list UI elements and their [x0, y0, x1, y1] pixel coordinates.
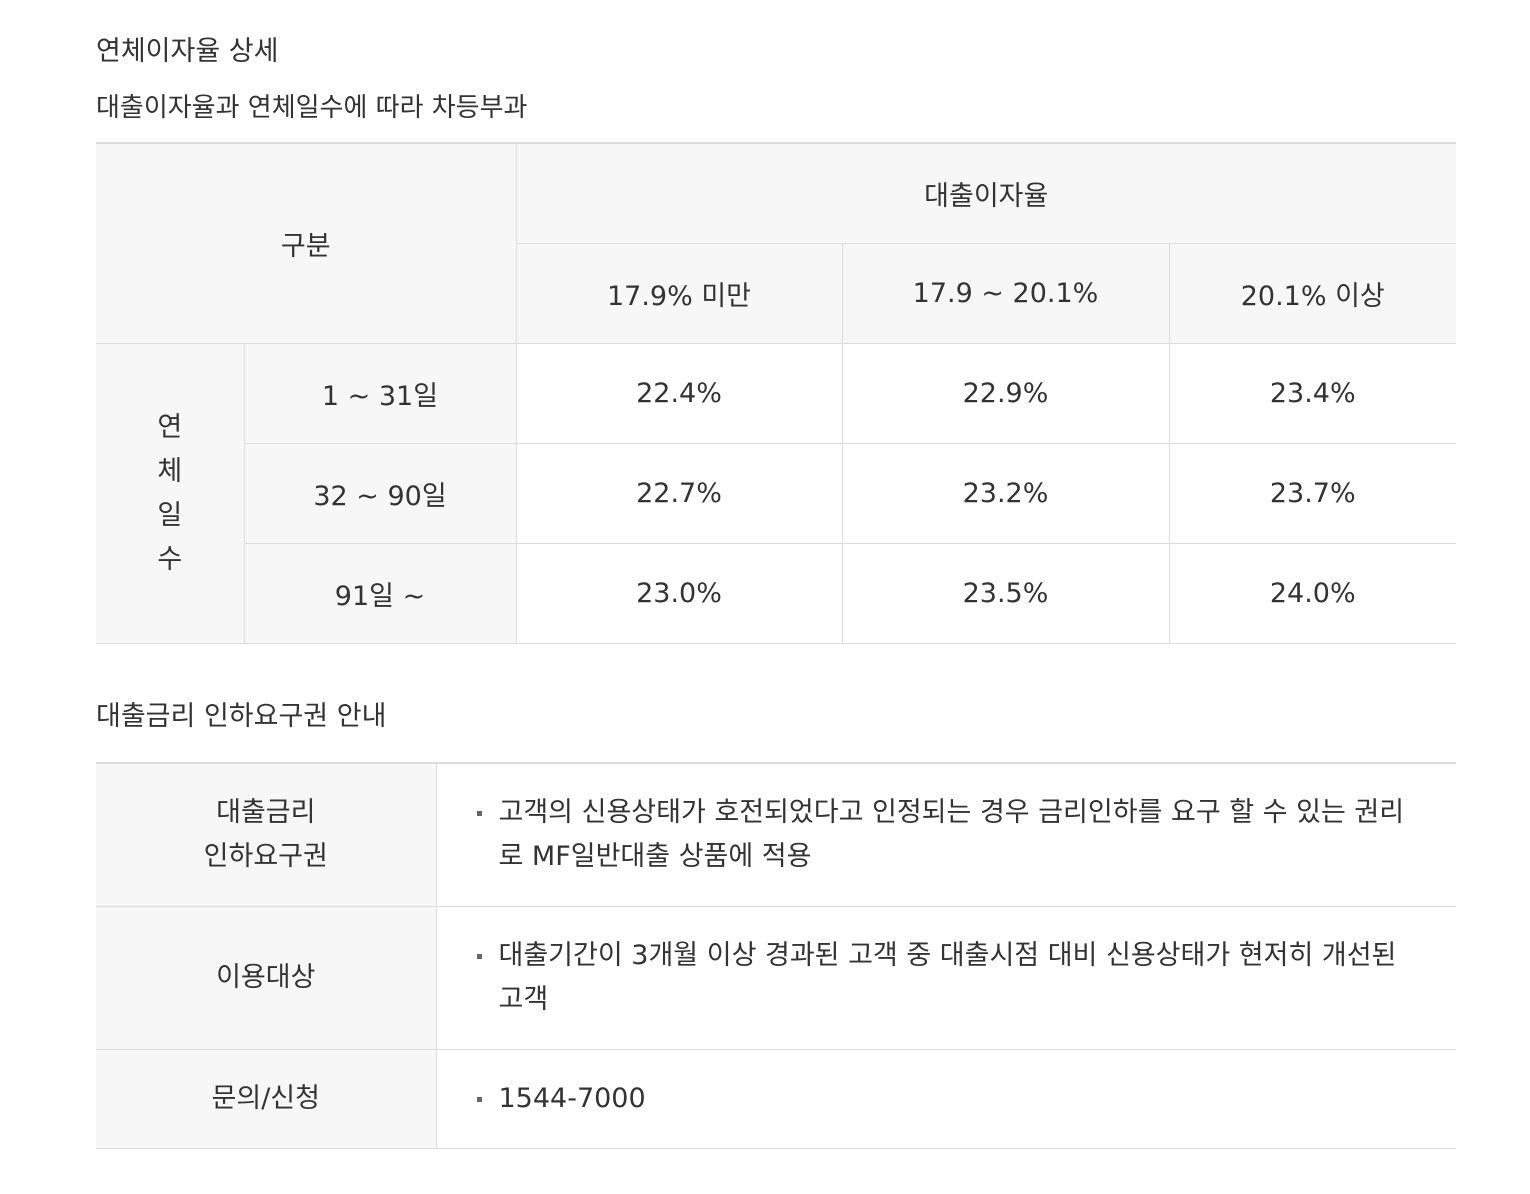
days-range-cell: 91일 ~: [244, 543, 517, 644]
table-row: 문의/신청 1544-7000: [96, 1048, 1456, 1149]
info-header-line: 이용대상: [216, 961, 316, 993]
rate-column-header: 20.1% 이상: [1168, 243, 1457, 344]
table-row: 이용대상 대출기간이 3개월 이상 경과된 고객 중 대출시점 대비 신용상태가…: [96, 905, 1456, 1050]
rate-value-cell: 23.5%: [841, 543, 1170, 644]
overdue-rate-title: 연체이자율 상세: [96, 36, 279, 67]
info-row-header: 문의/신청: [96, 1048, 437, 1149]
rate-value-cell: 23.7%: [1168, 443, 1457, 544]
rate-value-cell: 24.0%: [1168, 543, 1457, 644]
bullet-item: 고객의 신용상태가 호전되었다고 인정되는 경우 금리인하를 요구 할 수 있는…: [476, 791, 1407, 879]
category-header: 구분: [96, 142, 517, 344]
days-range-cell: 1 ~ 31일: [243, 343, 517, 444]
rate-value-cell: 23.0%: [515, 543, 843, 644]
square-bullet-icon: [476, 1096, 482, 1102]
rate-column-header: 17.9% 미만: [516, 243, 843, 344]
table-row: 91일 ~ 23.0% 23.5% 24.0%: [96, 543, 1457, 644]
phone-number: 1544-7000: [498, 1082, 646, 1114]
table-row: 대출금리 인하요구권 고객의 신용상태가 호전되었다고 인정되는 경우 금리인하…: [96, 762, 1456, 907]
info-row-content: 1544-7000: [435, 1048, 1456, 1149]
info-header-line: 문의/신청: [211, 1082, 320, 1114]
days-range-cell: 32 ~ 90일: [244, 443, 517, 544]
rate-value-cell: 22.9%: [841, 343, 1170, 444]
rate-value-cell: 23.4%: [1168, 343, 1457, 444]
row-group-header: 연체일수: [96, 343, 245, 644]
table-row: 연체일수 1 ~ 31일 22.4% 22.9% 23.4%: [96, 343, 1457, 644]
info-row-header: 이용대상: [96, 905, 437, 1050]
info-row-content: 대출기간이 3개월 이상 경과된 고객 중 대출시점 대비 신용상태가 현저히 …: [435, 905, 1456, 1050]
rate-value-cell: 22.7%: [515, 443, 843, 544]
bullet-text: 고객의 신용상태가 호전되었다고 인정되는 경우 금리인하를 요구 할 수 있는…: [498, 796, 1405, 872]
info-header-line: 대출금리: [216, 796, 316, 828]
bullet-item: 대출기간이 3개월 이상 경과된 고객 중 대출시점 대비 신용상태가 현저히 …: [476, 934, 1407, 1022]
rate-column-header: 17.9 ~ 20.1%: [841, 243, 1170, 344]
info-row-content: 고객의 신용상태가 호전되었다고 인정되는 경우 금리인하를 요구 할 수 있는…: [435, 762, 1456, 907]
info-header-line: 인하요구권: [203, 840, 328, 872]
bullet-item: 1544-7000: [476, 1077, 1407, 1121]
rate-value-cell: 22.4%: [515, 343, 843, 444]
info-row-header: 대출금리 인하요구권: [96, 762, 437, 907]
table-header-row: 구분 대출이자율: [96, 142, 1457, 344]
table-header-row: 17.9% 미만 17.9 ~ 20.1% 20.1% 이상: [96, 243, 1457, 344]
square-bullet-icon: [476, 953, 482, 959]
square-bullet-icon: [476, 810, 482, 816]
rate-cut-info-table: 대출금리 인하요구권 고객의 신용상태가 호전되었다고 인정되는 경우 금리인하…: [96, 762, 1456, 1149]
rate-group-header: 대출이자율: [515, 142, 1457, 244]
table-row: 32 ~ 90일 22.7% 23.2% 23.7%: [96, 443, 1457, 544]
bullet-text: 대출기간이 3개월 이상 경과된 고객 중 대출시점 대비 신용상태가 현저히 …: [498, 939, 1397, 1015]
overdue-rate-table: 구분 대출이자율 17.9% 미만 17.9 ~ 20.1% 20.1% 이상 …: [96, 142, 1457, 644]
overdue-rate-subtitle: 대출이자율과 연체일수에 따라 차등부과: [96, 93, 528, 123]
rate-value-cell: 23.2%: [841, 443, 1170, 544]
row-group-label: 연체일수: [157, 411, 183, 575]
rate-cut-title: 대출금리 인하요구권 안내: [96, 701, 387, 732]
